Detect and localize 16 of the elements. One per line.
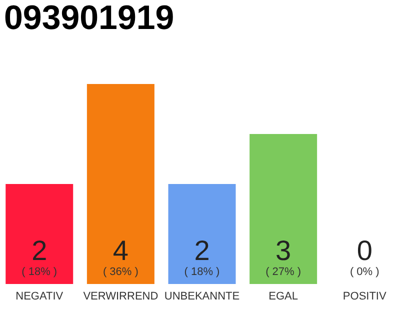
x-tick-label: EGAL [268,290,298,302]
annotation: ( 36% ) [102,266,138,278]
data-label: 0 [356,235,372,266]
x-tick-label: NEGATIV [16,290,64,302]
x-tick-label: UNBEKANNTE [164,290,240,302]
annotation: ( 18% ) [22,266,58,278]
x-tick-label: VERWIRREND [83,290,158,302]
data-label: 3 [276,235,292,266]
x-tick-label: POSITIV [342,290,387,302]
annotation: ( 18% ) [184,266,220,278]
data-label: 4 [112,235,128,266]
chart-title: 093901919 [4,0,174,37]
annotation: ( 0% ) [350,266,380,278]
data-label: 2 [194,235,210,266]
data-label: 2 [32,235,48,266]
annotation: ( 27% ) [266,266,302,278]
